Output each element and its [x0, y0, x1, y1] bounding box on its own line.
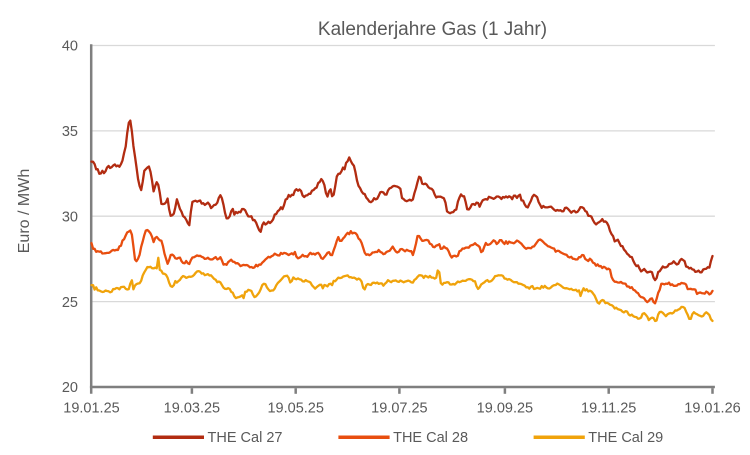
svg-text:THE Cal 29: THE Cal 29 — [588, 430, 663, 446]
svg-text:19.09.25: 19.09.25 — [477, 401, 533, 417]
svg-text:19.03.25: 19.03.25 — [164, 401, 220, 417]
svg-text:19.01.26: 19.01.26 — [684, 401, 740, 417]
svg-text:19.05.25: 19.05.25 — [267, 401, 323, 417]
svg-text:35: 35 — [62, 124, 78, 140]
svg-text:THE Cal 28: THE Cal 28 — [393, 430, 468, 446]
svg-text:25: 25 — [62, 295, 78, 311]
svg-text:30: 30 — [62, 209, 78, 225]
svg-text:40: 40 — [62, 39, 78, 55]
svg-text:19.11.25: 19.11.25 — [581, 401, 636, 417]
svg-text:THE Cal 27: THE Cal 27 — [208, 430, 283, 446]
svg-text:19.01.25: 19.01.25 — [63, 401, 119, 417]
svg-text:Kalenderjahre Gas (1 Jahr): Kalenderjahre Gas (1 Jahr) — [318, 19, 547, 40]
svg-text:Euro / MWh: Euro / MWh — [16, 169, 33, 253]
svg-text:19.07.25: 19.07.25 — [371, 401, 427, 417]
svg-text:20: 20 — [62, 380, 78, 396]
